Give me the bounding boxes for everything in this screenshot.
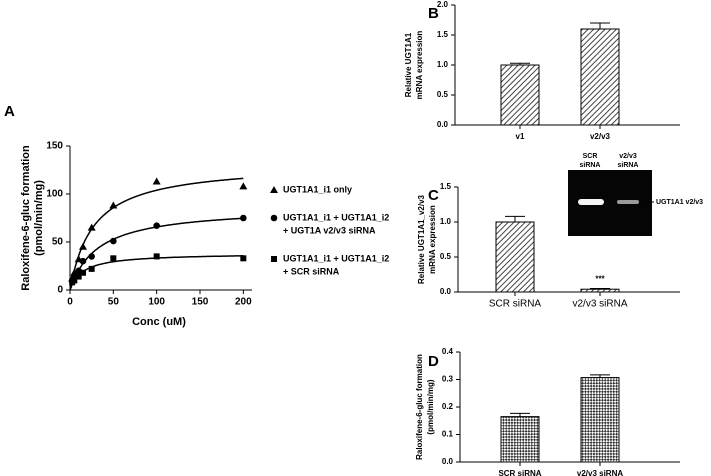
y-axis-label: (pmol/min/mg) <box>426 379 435 434</box>
point <box>240 255 247 262</box>
y-tick-label: 1.5 <box>440 182 452 191</box>
y-axis-label: Raloxifene-6-gluc formation <box>415 354 424 460</box>
bar <box>580 28 620 126</box>
y-tick-label: 0.1 <box>442 430 454 439</box>
y-tick-label: 0.5 <box>440 252 452 261</box>
y-tick-label: 0.2 <box>442 402 454 411</box>
y-tick-label: 100 <box>46 189 63 200</box>
y-tick-label: 150 <box>46 141 63 152</box>
y-axis-label: mRNA expression <box>428 205 437 274</box>
y-axis-label: mRNA expression <box>415 31 424 100</box>
lane-label: SCR <box>583 153 598 160</box>
bar <box>580 377 620 463</box>
point <box>88 253 95 260</box>
bar <box>580 288 620 293</box>
point <box>153 222 160 229</box>
x-tick-label: v2/v3 <box>590 132 611 141</box>
point <box>87 223 96 231</box>
panel-letter: B <box>428 5 439 22</box>
bar <box>495 221 535 293</box>
legend-label: + SCR siRNA <box>283 266 340 276</box>
point <box>239 182 248 190</box>
y-tick-label: 0.0 <box>440 287 452 296</box>
point <box>80 269 86 276</box>
y-tick-label: 1.5 <box>437 30 449 39</box>
y-axis-label: Relative UGT1A1_v2/v3 <box>417 194 426 283</box>
point <box>153 253 160 260</box>
fit-curve <box>69 177 244 291</box>
legend-label: UGT1A1_i1 + UGT1A1_i2 <box>283 212 389 222</box>
point <box>110 237 117 245</box>
significance: *** <box>595 275 605 284</box>
point <box>110 255 117 262</box>
x-tick-label: 150 <box>192 297 209 308</box>
y-tick-label: 50 <box>52 237 64 248</box>
gel-band <box>617 200 639 204</box>
x-tick-label: 0 <box>67 297 73 308</box>
panel-letter: A <box>4 103 15 120</box>
x-tick-label: SCR siRNA <box>498 469 541 476</box>
panel-letter: C <box>428 187 439 204</box>
y-tick-label: 0.0 <box>442 457 454 466</box>
legend-label: + UGT1A v2/v3 siRNA <box>283 225 376 235</box>
lane-label: siRNA <box>617 162 638 169</box>
point <box>79 242 87 250</box>
y-axis-label: Raloxifene-6-gluc formation <box>20 145 32 291</box>
y-axis-label: (pmol/min/mg) <box>33 180 45 256</box>
x-tick-label: v2/v3 siRNA <box>572 299 627 310</box>
gel-band <box>578 199 604 205</box>
y-tick-label: 0 <box>57 285 63 296</box>
y-axis-label: Relative UGT1A1 <box>404 32 413 97</box>
x-tick-label: 100 <box>148 297 165 308</box>
point <box>79 257 87 265</box>
point <box>71 277 78 284</box>
y-tick-label: 1.0 <box>440 217 452 226</box>
point <box>109 201 118 209</box>
point <box>240 214 247 222</box>
y-tick-label: 0.4 <box>442 347 454 356</box>
panel-letter: D <box>428 353 439 370</box>
lane-label: v2/v3 <box>619 153 637 160</box>
lane-label: siRNA <box>579 162 600 169</box>
legend-marker <box>271 256 277 262</box>
x-tick-label: 200 <box>235 297 252 308</box>
bar <box>500 64 540 126</box>
y-tick-label: 1.0 <box>437 60 449 69</box>
legend-marker <box>270 214 278 222</box>
fit-curve <box>69 255 244 291</box>
y-tick-label: 0.3 <box>442 375 454 384</box>
y-tick-label: 0.5 <box>437 90 449 99</box>
x-tick-label: v1 <box>516 132 525 141</box>
point <box>75 273 82 280</box>
x-axis-label: Conc (uM) <box>132 316 186 328</box>
legend-label: UGT1A1_i1 + UGT1A1_i2 <box>283 253 389 263</box>
legend-label: UGT1A1_i1 only <box>283 184 352 194</box>
point <box>88 265 95 272</box>
y-tick-label: 2.0 <box>437 0 449 9</box>
bar <box>500 416 540 463</box>
legend-marker <box>270 186 278 193</box>
x-tick-label: v2/v3 siRNA <box>577 469 623 476</box>
x-tick-label: 50 <box>108 297 120 308</box>
band-label: UGT1A1 v2/v3 <box>656 199 703 206</box>
y-tick-label: 0.0 <box>437 120 449 129</box>
point <box>152 177 161 185</box>
x-tick-label: SCR siRNA <box>489 299 542 310</box>
